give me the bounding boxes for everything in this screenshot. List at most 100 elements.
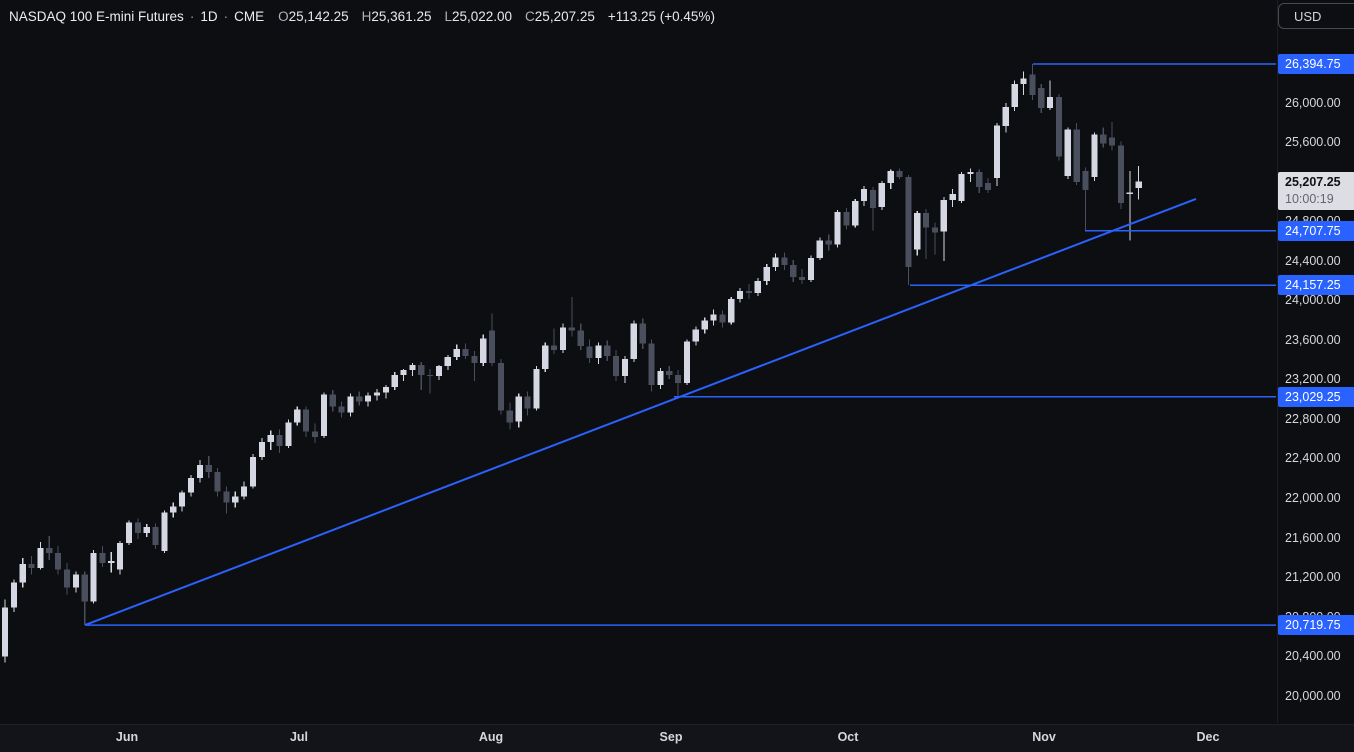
price-level-badge: 23,029.25 bbox=[1278, 386, 1354, 407]
candle-body bbox=[914, 212, 921, 250]
price-tick-label: 24,000.00 bbox=[1285, 293, 1341, 308]
candle-body bbox=[63, 569, 71, 588]
candle-body bbox=[294, 409, 301, 423]
candle-body bbox=[648, 343, 655, 385]
candle-body bbox=[1135, 181, 1142, 188]
candle-body bbox=[444, 357, 451, 366]
candle-body bbox=[489, 330, 496, 363]
currency-usd-button[interactable]: USD bbox=[1278, 3, 1354, 29]
candle-body bbox=[595, 345, 602, 359]
price-level-badge: 20,719.75 bbox=[1278, 615, 1354, 636]
candle-body bbox=[843, 211, 850, 226]
candle-body bbox=[409, 365, 416, 370]
candle-body bbox=[745, 290, 753, 293]
candle-body bbox=[1047, 97, 1054, 108]
candle-body bbox=[347, 396, 354, 413]
candle-body bbox=[604, 345, 611, 357]
candle-body bbox=[781, 257, 788, 266]
candle-body bbox=[435, 366, 443, 376]
candle-body bbox=[1020, 78, 1027, 85]
candle-body bbox=[90, 552, 97, 602]
candle-body bbox=[161, 512, 168, 551]
candle-body bbox=[108, 560, 115, 563]
candle-body bbox=[985, 183, 992, 190]
candle-body bbox=[949, 194, 956, 200]
candle-body bbox=[143, 527, 150, 534]
candle-body bbox=[1002, 107, 1009, 126]
current-price-badge: 25,207.25 10:00:19 bbox=[1278, 172, 1354, 211]
candle-body bbox=[533, 369, 540, 409]
price-tick-label: 21,600.00 bbox=[1285, 530, 1341, 545]
candle-body bbox=[834, 211, 841, 245]
candlestick-series bbox=[1, 64, 1142, 663]
price-tick-label: 23,200.00 bbox=[1285, 372, 1341, 387]
price-tick-label: 23,600.00 bbox=[1285, 332, 1341, 347]
candle-body bbox=[72, 574, 79, 588]
candle-body bbox=[799, 277, 806, 280]
candle-body bbox=[524, 396, 531, 409]
exchange-label: CME bbox=[234, 8, 265, 24]
candle-body bbox=[940, 199, 947, 232]
price-level-badge: 24,707.75 bbox=[1278, 220, 1354, 241]
price-axis[interactable]: 25,207.25 10:00:19 26,000.00 25,600.00 25,… bbox=[1277, 0, 1354, 723]
candle-body bbox=[249, 457, 257, 487]
candle-body bbox=[152, 527, 159, 545]
candle-body bbox=[99, 552, 106, 563]
time-axis[interactable]: Jun Jul Aug Sep Oct Nov Dec bbox=[0, 724, 1354, 752]
current-price-value: 25,207.25 bbox=[1285, 175, 1341, 190]
candle-body bbox=[1055, 97, 1063, 157]
candle-body bbox=[320, 394, 327, 437]
price-tick-label: 25,600.00 bbox=[1285, 135, 1341, 150]
candle-body bbox=[931, 227, 939, 233]
bar-countdown: 10:00:19 bbox=[1285, 192, 1334, 207]
legend-separator: · bbox=[223, 8, 229, 24]
candle-body bbox=[214, 471, 221, 492]
candle-body bbox=[551, 345, 558, 351]
candle-body bbox=[1126, 192, 1133, 194]
candle-body bbox=[373, 392, 381, 396]
candle-body bbox=[515, 396, 522, 422]
candle-body bbox=[790, 265, 797, 278]
candle-body bbox=[382, 386, 389, 393]
candle-body bbox=[338, 406, 345, 413]
price-tick-label: 20,000.00 bbox=[1285, 688, 1341, 703]
candle-body bbox=[46, 548, 53, 553]
candle-body bbox=[81, 574, 88, 602]
candle-body bbox=[365, 395, 372, 402]
candle-body bbox=[356, 396, 363, 402]
candle-body bbox=[825, 240, 832, 245]
price-tick-label: 24,400.00 bbox=[1285, 253, 1341, 268]
candle-body bbox=[241, 486, 248, 497]
month-tick-label: Sep bbox=[659, 730, 683, 744]
candle-body bbox=[55, 552, 62, 570]
close-value: 25,207.25 bbox=[534, 8, 595, 24]
ohlc-values: O25,142.25 H25,361.25 L25,022.00 C25,207… bbox=[278, 9, 595, 24]
candle-body bbox=[285, 422, 292, 447]
candle-body bbox=[170, 506, 177, 513]
month-tick-label: Dec bbox=[1196, 730, 1220, 744]
symbol-title[interactable]: NASDAQ 100 E-mini Futures bbox=[9, 8, 184, 24]
candle-body bbox=[923, 212, 930, 228]
candle-body bbox=[1, 607, 9, 657]
candle-body bbox=[125, 522, 133, 544]
candle-body bbox=[675, 374, 682, 383]
trendline[interactable] bbox=[84, 197, 1197, 627]
candle-body bbox=[639, 323, 646, 344]
candle-body bbox=[621, 359, 629, 376]
candle-body bbox=[852, 200, 859, 226]
month-tick-label: Oct bbox=[837, 730, 859, 744]
candle-body bbox=[1117, 145, 1125, 203]
candle-body bbox=[869, 190, 877, 208]
candle-body bbox=[134, 522, 141, 534]
price-level-badge: 24,157.25 bbox=[1278, 275, 1354, 296]
candle-body bbox=[559, 327, 567, 351]
interval-label[interactable]: 1D bbox=[200, 8, 218, 24]
candle-body bbox=[683, 341, 691, 383]
candle-body bbox=[303, 409, 310, 432]
symbol-legend: NASDAQ 100 E-mini Futures · 1D · CME O25… bbox=[9, 6, 715, 26]
candle-body bbox=[1091, 134, 1098, 178]
candle-body bbox=[418, 365, 425, 375]
candle-body bbox=[187, 477, 195, 493]
candle-body bbox=[28, 563, 35, 568]
